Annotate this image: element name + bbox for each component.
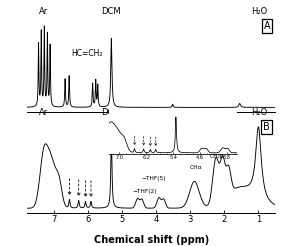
Text: CHα: CHα <box>189 165 202 170</box>
Text: DCM: DCM <box>102 108 121 117</box>
Text: −THF(5): −THF(5) <box>141 176 166 181</box>
Text: −THF(2): −THF(2) <box>132 189 157 194</box>
Text: H₂O: H₂O <box>251 108 267 117</box>
Text: H₂O: H₂O <box>251 7 267 16</box>
Text: DCM: DCM <box>102 7 121 16</box>
Text: Chemical shift (ppm): Chemical shift (ppm) <box>94 235 210 245</box>
Text: Ar: Ar <box>39 7 49 16</box>
Text: Ar: Ar <box>39 108 49 117</box>
Text: HC=CH₂: HC=CH₂ <box>71 49 102 58</box>
Text: B: B <box>263 122 270 132</box>
Text: −THF(3,4): −THF(3,4) <box>205 138 235 143</box>
Text: CH₂β: CH₂β <box>210 154 224 159</box>
Text: A: A <box>264 21 270 31</box>
